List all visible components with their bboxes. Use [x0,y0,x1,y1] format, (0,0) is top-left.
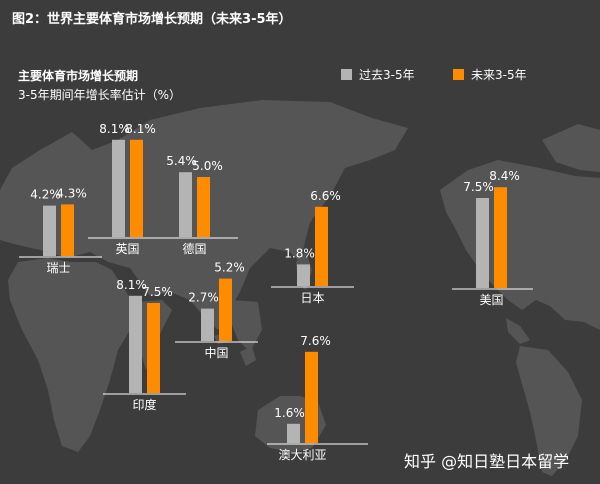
legend-label-past: 过去3-5年 [359,68,415,82]
legend-item-future: 未来3-5年 [453,66,527,83]
category-label: 美国 [479,293,503,307]
bar-group-3: 1.8% 6.6% 日本 [271,189,354,305]
map-landmass [240,346,256,366]
value-label-future: 5.2% [214,261,245,275]
bar-group-0: 4.2%4.3% 瑞士 [19,186,102,275]
value-label-past: 8.1% [116,278,147,292]
map-landmass [8,258,136,452]
value-label-past: 2.7% [188,291,219,305]
bar-group-5: 2.7% 5.2% 中国 [175,261,258,360]
legend-swatch-future [453,69,464,80]
value-label-past: 1.8% [284,246,315,260]
watermark: 知乎 @知日塾日本留学 [404,452,570,471]
bar-past [297,264,310,286]
category-label: 瑞士 [46,261,70,275]
bar-past [476,198,489,288]
bar-group-4: 8.1%7.5% 印度 [103,278,186,412]
map-landmass [542,124,600,172]
value-label-past: 4.2% [30,188,61,202]
value-label-past: 8.1% [99,122,130,136]
category-label: 德国 [182,241,206,256]
value-label-future: 5.0% [192,159,223,173]
bar-group-6: 1.6% 7.6% 澳大利亚 [267,334,368,462]
value-label-past: 5.4% [166,154,197,168]
category-label: 印度 [132,397,156,412]
legend-swatch-past [341,69,352,80]
map-landmass [516,346,582,476]
legend-item-past: 过去3-5年 [341,66,415,83]
bar-future [197,177,210,237]
bar-group-1: 8.1%8.1% 英国 [88,122,169,256]
bar-past [43,205,56,256]
map-landmass [300,206,312,228]
bar-past [129,295,142,393]
legend-label-future: 未来3-5年 [471,68,527,82]
value-label-future: 7.6% [300,334,331,348]
bar-future [305,351,318,443]
bar-group-7: 7.5%8.4% 美国 [452,169,533,307]
map-landmass [506,318,530,344]
value-label-future: 4.3% [56,186,87,200]
bar-future [219,278,232,341]
unit-label: 3-5年期间年增长率估计（%） [18,88,182,102]
bar-future [494,187,507,288]
category-label: 中国 [204,345,228,360]
value-label-future: 8.1% [125,122,156,136]
bar-groups: 4.2%4.3%瑞士8.1%8.1%英国5.4%5.0%德国 1.8%6.6%日本… [19,122,533,462]
map-landmass [230,300,262,352]
bar-future [61,204,74,256]
value-label-future: 7.5% [142,285,173,299]
category-label: 日本 [300,291,324,305]
bar-past [179,172,192,237]
category-label: 澳大利亚 [278,448,326,462]
bar-future [130,139,143,237]
bar-future [147,303,160,393]
bar-future [315,206,328,286]
category-label: 英国 [115,242,139,256]
value-label-future: 6.6% [310,189,341,203]
value-label-past: 1.6% [274,406,305,420]
bar-past [287,423,300,443]
value-label-past: 7.5% [463,180,494,194]
bar-past [201,308,214,341]
bar-past [112,139,125,237]
bar-group-2: 5.4%5.0% 德国 [155,154,238,256]
value-label-future: 8.4% [489,169,520,183]
chart-subtitle: 主要体育市场增长预期 [18,69,139,83]
chart-title: 图2：世界主要体育市场增长预期（未来3-5年） [12,12,292,27]
